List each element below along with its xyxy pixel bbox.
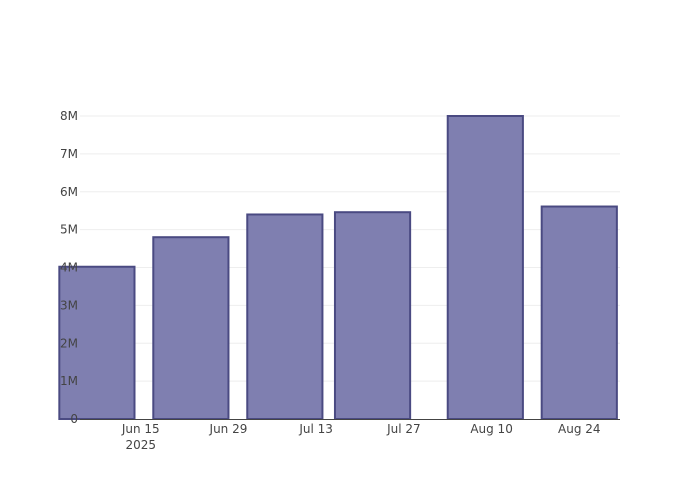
- y-tick-label: 7M: [60, 147, 78, 161]
- bar: [333, 211, 412, 420]
- y-tick-label: 2M: [60, 336, 78, 350]
- bar: [58, 265, 136, 420]
- x-tick-labels: Jun 15 2025 Jun 29 Jul 13 Jul 27 Aug 10 Aug 24: [121, 422, 601, 452]
- x-tick-label: Jul 13: [298, 422, 333, 436]
- x-tick-label: Aug 10: [470, 422, 513, 436]
- bar: [152, 236, 230, 420]
- x-tick-label: Aug 24: [558, 422, 601, 436]
- y-tick-label: 5M: [60, 223, 78, 237]
- x-tick-label: Jun 29: [209, 422, 248, 436]
- bar: [446, 115, 524, 420]
- x-tick-label: Jun 15: [121, 422, 160, 436]
- bars: [58, 115, 618, 420]
- y-tick-label: 0: [70, 412, 78, 426]
- x-tick-label: Jul 27: [386, 422, 421, 436]
- y-tick-labels: 0 1M 2M 3M 4M 5M 6M 7M 8M: [60, 109, 78, 426]
- y-tick-label: 4M: [60, 261, 78, 275]
- bar: [540, 205, 618, 420]
- y-tick-label: 8M: [60, 109, 78, 123]
- y-tick-label: 3M: [60, 298, 78, 312]
- y-tick-label: 1M: [60, 374, 78, 388]
- x-tick-year-label: 2025: [125, 438, 156, 452]
- bar: [246, 213, 324, 420]
- y-tick-label: 6M: [60, 185, 78, 199]
